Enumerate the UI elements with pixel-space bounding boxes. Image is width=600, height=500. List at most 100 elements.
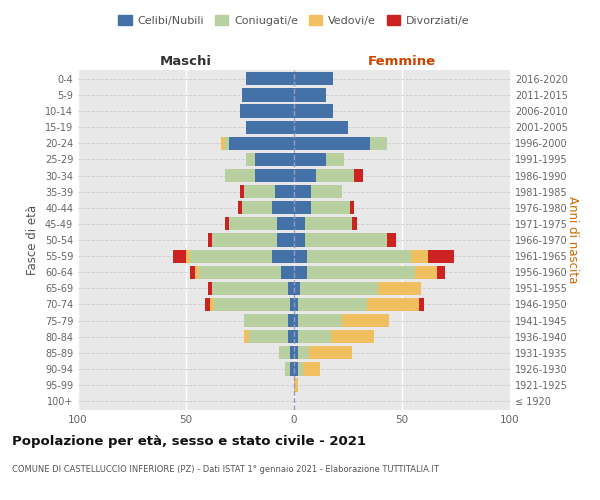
Bar — [370, 136, 387, 150]
Bar — [255, 169, 294, 182]
Bar — [287, 282, 294, 295]
Bar — [302, 362, 320, 376]
Bar — [301, 282, 378, 295]
Bar — [294, 362, 298, 376]
Bar — [294, 153, 326, 166]
Bar — [208, 234, 212, 246]
Bar — [275, 185, 294, 198]
Bar — [307, 266, 415, 279]
Bar — [410, 250, 428, 262]
Bar — [307, 250, 410, 262]
Bar — [316, 169, 355, 182]
Bar — [298, 298, 367, 311]
Text: COMUNE DI CASTELLUCCIO INFERIORE (PZ) - Dati ISTAT 1° gennaio 2021 - Elaborazion: COMUNE DI CASTELLUCCIO INFERIORE (PZ) - … — [12, 465, 439, 474]
Bar — [186, 250, 190, 262]
Y-axis label: Fasce di età: Fasce di età — [26, 205, 39, 275]
Bar — [242, 88, 294, 102]
Bar — [279, 346, 290, 360]
Bar — [210, 298, 214, 311]
Bar — [378, 282, 421, 295]
Bar — [225, 218, 229, 230]
Bar — [290, 298, 294, 311]
Bar — [244, 330, 248, 344]
Bar — [277, 218, 294, 230]
Bar — [294, 378, 298, 392]
Bar — [331, 330, 374, 344]
Bar — [225, 136, 229, 150]
Bar — [294, 169, 316, 182]
Bar — [419, 298, 424, 311]
Text: Maschi: Maschi — [160, 54, 212, 68]
Bar — [309, 346, 352, 360]
Bar — [225, 169, 255, 182]
Bar — [415, 266, 437, 279]
Bar — [294, 314, 298, 327]
Bar — [437, 266, 445, 279]
Bar — [294, 250, 307, 262]
Bar — [208, 282, 212, 295]
Bar — [294, 218, 305, 230]
Bar — [244, 314, 287, 327]
Bar — [305, 218, 352, 230]
Bar — [240, 104, 294, 118]
Bar — [238, 201, 242, 214]
Bar — [311, 185, 341, 198]
Bar — [294, 120, 348, 134]
Legend: Celibi/Nubili, Coniugati/e, Vedovi/e, Divorziati/e: Celibi/Nubili, Coniugati/e, Vedovi/e, Di… — [114, 10, 474, 30]
Bar — [298, 362, 302, 376]
Bar — [294, 234, 305, 246]
Bar — [298, 330, 331, 344]
Bar — [247, 120, 294, 134]
Bar — [350, 201, 355, 214]
Bar — [294, 72, 333, 86]
Bar — [281, 266, 294, 279]
Bar — [428, 250, 454, 262]
Bar — [212, 282, 287, 295]
Bar — [240, 185, 244, 198]
Bar — [255, 153, 294, 166]
Bar — [244, 185, 275, 198]
Bar — [205, 298, 210, 311]
Text: Popolazione per età, sesso e stato civile - 2021: Popolazione per età, sesso e stato civil… — [12, 435, 366, 448]
Bar — [287, 330, 294, 344]
Bar — [341, 314, 389, 327]
Bar — [352, 218, 356, 230]
Bar — [294, 104, 333, 118]
Bar — [294, 201, 311, 214]
Bar — [294, 136, 370, 150]
Bar — [294, 185, 311, 198]
Bar — [247, 72, 294, 86]
Bar — [214, 298, 290, 311]
Bar — [277, 234, 294, 246]
Bar — [367, 298, 419, 311]
Bar — [229, 136, 294, 150]
Bar — [212, 234, 277, 246]
Bar — [294, 282, 301, 295]
Bar — [173, 250, 186, 262]
Bar — [248, 330, 287, 344]
Bar — [229, 218, 277, 230]
Bar — [387, 234, 395, 246]
Bar — [221, 136, 225, 150]
Bar — [326, 153, 344, 166]
Bar — [294, 346, 298, 360]
Bar — [298, 314, 341, 327]
Bar — [190, 250, 272, 262]
Bar — [247, 153, 255, 166]
Bar — [294, 330, 298, 344]
Bar — [287, 314, 294, 327]
Bar — [311, 201, 350, 214]
Bar — [194, 266, 199, 279]
Bar — [290, 362, 294, 376]
Bar — [272, 250, 294, 262]
Bar — [298, 346, 309, 360]
Bar — [294, 298, 298, 311]
Text: Femmine: Femmine — [368, 54, 436, 68]
Bar — [242, 201, 272, 214]
Bar — [290, 346, 294, 360]
Bar — [294, 266, 307, 279]
Bar — [355, 169, 363, 182]
Bar — [305, 234, 387, 246]
Bar — [294, 88, 326, 102]
Bar — [190, 266, 194, 279]
